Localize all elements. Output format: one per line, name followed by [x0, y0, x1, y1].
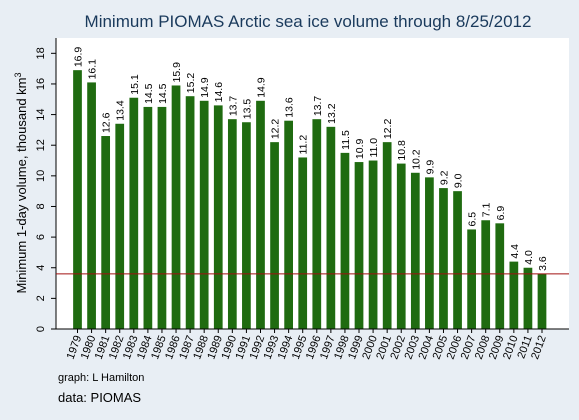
bars [73, 70, 547, 330]
bar-1993 [270, 142, 279, 329]
data-label-1990: 13.7 [227, 96, 239, 117]
data-label-1998: 11.5 [340, 130, 352, 150]
bar-1989 [213, 105, 223, 330]
bar-2010 [509, 261, 519, 329]
bar-1991 [242, 122, 251, 329]
data-label-2000: 11.0 [368, 138, 380, 158]
bar-1998 [340, 152, 350, 329]
bar-1982 [115, 123, 125, 329]
data-label-1982: 13.4 [115, 100, 127, 121]
bar-1988 [199, 100, 209, 329]
bar-1985 [157, 106, 167, 329]
bar-1997 [326, 126, 336, 330]
y-tick-label: 18 [35, 47, 47, 59]
bar-1999 [354, 162, 364, 329]
y-axis-title-main: Minimum 1-day volume, thousand km [14, 77, 29, 293]
bar-1979 [73, 70, 82, 330]
data-label-1993: 12.2 [270, 119, 282, 140]
data-label-1992: 14.9 [255, 77, 267, 98]
bar-2001 [382, 142, 392, 329]
data-label-2008: 7.1 [481, 203, 493, 218]
y-axis: 0 2 4 6 8 10 12 14 16 18 [35, 38, 57, 332]
bar-2003 [410, 172, 420, 329]
chart-title: Minimum PIOMAS Arctic sea ice volume thr… [85, 12, 532, 31]
y-tick-label: 8 [35, 203, 47, 209]
data-label-2011: 4.0 [523, 250, 535, 265]
data-label-2003: 10.2 [410, 149, 422, 170]
data-label-1981: 12.6 [101, 112, 113, 133]
bar-1983 [129, 97, 139, 329]
bar-2006 [453, 191, 462, 329]
data-label-1991: 13.5 [241, 99, 253, 120]
data-label-2002: 10.8 [396, 140, 408, 161]
y-tick-label: 14 [35, 108, 47, 120]
bar-2007 [467, 229, 476, 329]
y-tick-label: 16 [35, 78, 47, 90]
data-label-2005: 9.2 [438, 170, 450, 185]
data-label-1994: 13.6 [284, 97, 296, 118]
data-label-2001: 12.2 [382, 119, 394, 140]
bar-1986 [171, 85, 181, 330]
data-label-1987: 15.2 [185, 73, 197, 94]
bar-1996 [312, 119, 322, 330]
bar-1984 [143, 106, 153, 329]
data-source: data: PIOMAS [58, 390, 142, 405]
data-label-1986: 15.9 [171, 62, 183, 83]
bar-2012 [537, 273, 547, 329]
data-label-1988: 14.9 [199, 77, 211, 98]
y-tick-label: 0 [35, 326, 47, 332]
data-label-1985: 14.5 [157, 83, 169, 104]
bar-2000 [368, 160, 378, 329]
bar-2005 [439, 188, 448, 329]
bar-1995 [298, 157, 308, 329]
data-label-1989: 14.6 [213, 82, 225, 103]
data-label-2006: 9.0 [453, 173, 465, 188]
data-label-1997: 13.2 [326, 103, 338, 124]
data-label-2010: 4.4 [509, 244, 521, 259]
graph-credit: graph: L Hamilton [58, 372, 145, 384]
bar-1992 [256, 100, 265, 329]
data-label-1983: 15.1 [129, 74, 141, 95]
bar-2009 [495, 223, 505, 329]
data-label-2004: 9.9 [424, 160, 436, 175]
y-axis-title-superscript: 3 [13, 72, 23, 77]
y-axis-title: Minimum 1-day volume, thousand km3 [13, 72, 29, 293]
bar-1981 [101, 136, 111, 329]
data-label-1995: 11.2 [298, 135, 310, 155]
data-label-1984: 14.5 [143, 83, 155, 104]
data-label-1999: 10.9 [354, 138, 366, 159]
y-tick-label: 10 [35, 170, 47, 182]
bar-2004 [425, 177, 434, 329]
y-tick-label: 12 [35, 139, 47, 151]
bar-2011 [523, 267, 533, 329]
bar-2002 [396, 163, 406, 329]
bar-1990 [227, 119, 237, 330]
bar-1987 [185, 96, 195, 329]
data-label-2012: 3.6 [537, 256, 549, 271]
bar-2008 [481, 220, 491, 329]
data-label-2009: 6.9 [495, 206, 507, 221]
data-labels: 16.916.112.613.415.1 14.5 14.515.915.2 14.9… [73, 47, 550, 271]
x-axis: 1979198019811982198319841985198619871988… [56, 328, 569, 361]
y-tick-label: 4 [35, 265, 47, 271]
bar-1980 [87, 82, 96, 329]
bar-1994 [284, 120, 293, 329]
data-label-1979: 16.9 [73, 47, 85, 68]
y-tick-label: 2 [35, 295, 47, 301]
data-label-1996: 13.7 [312, 96, 324, 117]
data-label-2007: 6.5 [467, 212, 479, 227]
y-tick-label: 6 [35, 234, 47, 240]
data-label-1980: 16.1 [87, 59, 99, 80]
